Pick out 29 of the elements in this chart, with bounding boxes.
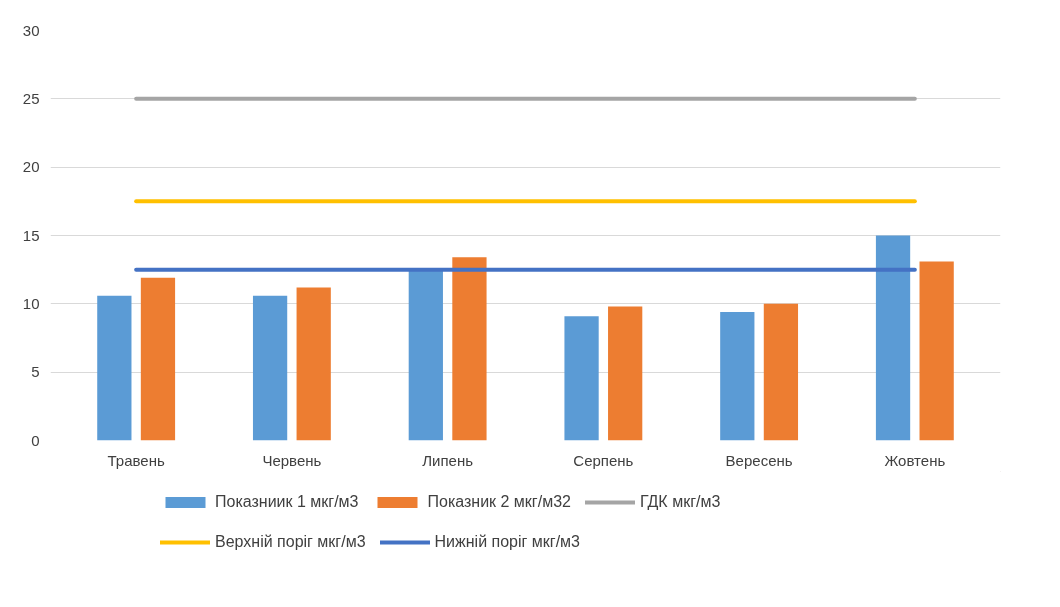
y-tick-label: 25 <box>22 89 40 107</box>
legend-label: Нижній поріг мкг/м3 <box>434 533 580 551</box>
x-tick-label: Травень <box>107 451 165 469</box>
x-tick-label: Червень <box>262 451 322 469</box>
x-tick-label: Липень <box>422 451 474 469</box>
legend-label: Показник 2 мкг/м32 <box>427 493 571 511</box>
y-tick-label: 5 <box>31 363 40 381</box>
y-tick-label: 10 <box>22 294 40 312</box>
y-tick-label: 20 <box>22 158 40 176</box>
bar <box>140 277 176 441</box>
bar <box>97 295 132 441</box>
x-tick-label: Вересень <box>725 451 793 469</box>
legend-label: Показниик 1 мкг/м3 <box>215 493 359 511</box>
bar <box>252 295 288 441</box>
y-tick-label: 30 <box>22 21 40 39</box>
y-tick-label: 15 <box>22 226 40 244</box>
bar <box>452 257 487 441</box>
bar <box>564 316 599 441</box>
y-tick-label: 0 <box>31 431 40 449</box>
x-tick-label: Серпень <box>573 451 634 469</box>
bar <box>763 303 799 441</box>
bar <box>875 235 911 441</box>
legend-label: Верхній поріг мкг/м3 <box>215 533 366 551</box>
bar <box>296 287 331 441</box>
legend-label: ГДК мкг/м3 <box>639 493 721 511</box>
bar <box>608 306 643 441</box>
x-tick-label: Жовтень <box>884 451 946 469</box>
bar <box>720 312 755 441</box>
bar <box>919 261 954 441</box>
